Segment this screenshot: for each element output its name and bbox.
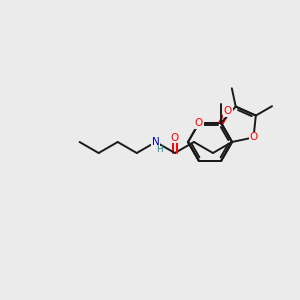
Text: O: O: [195, 118, 203, 128]
Text: O: O: [224, 106, 232, 116]
Text: O: O: [249, 132, 258, 142]
Text: H: H: [157, 146, 163, 154]
Text: O: O: [171, 133, 179, 142]
Text: N: N: [152, 137, 160, 147]
